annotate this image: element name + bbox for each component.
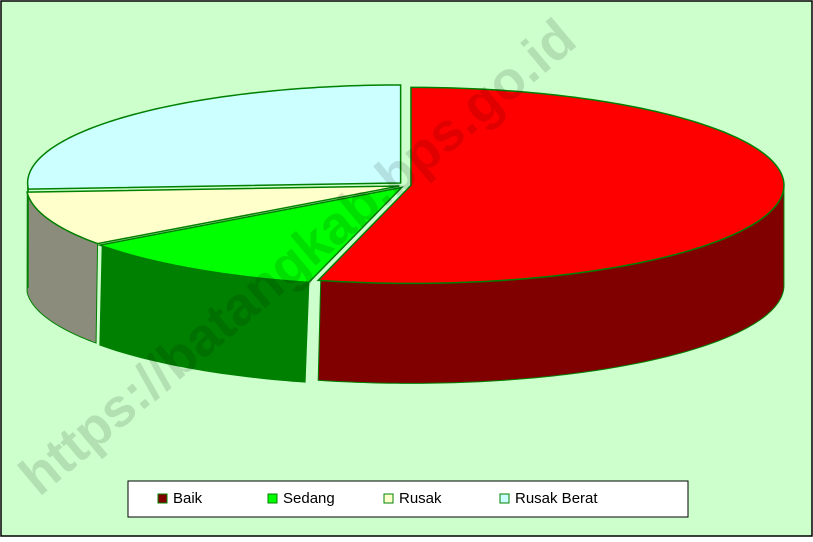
slice	[26, 84, 402, 190]
legend-marker	[499, 493, 510, 504]
legend-label: Rusak Berat	[515, 490, 598, 507]
legend-label: Baik	[173, 490, 203, 507]
legend-box	[127, 480, 689, 518]
slice	[97, 186, 404, 284]
slice-side	[27, 183, 29, 289]
legend-label: Rusak	[399, 490, 442, 507]
slice	[316, 86, 785, 285]
legend-marker	[267, 493, 278, 504]
pie	[26, 84, 785, 384]
legend-marker	[383, 493, 394, 504]
legend-label: Sedang	[283, 490, 335, 507]
slice	[26, 185, 400, 245]
legend-marker	[157, 493, 168, 504]
legend: Baik Sedang Rusak Rusak Berat	[157, 490, 598, 507]
